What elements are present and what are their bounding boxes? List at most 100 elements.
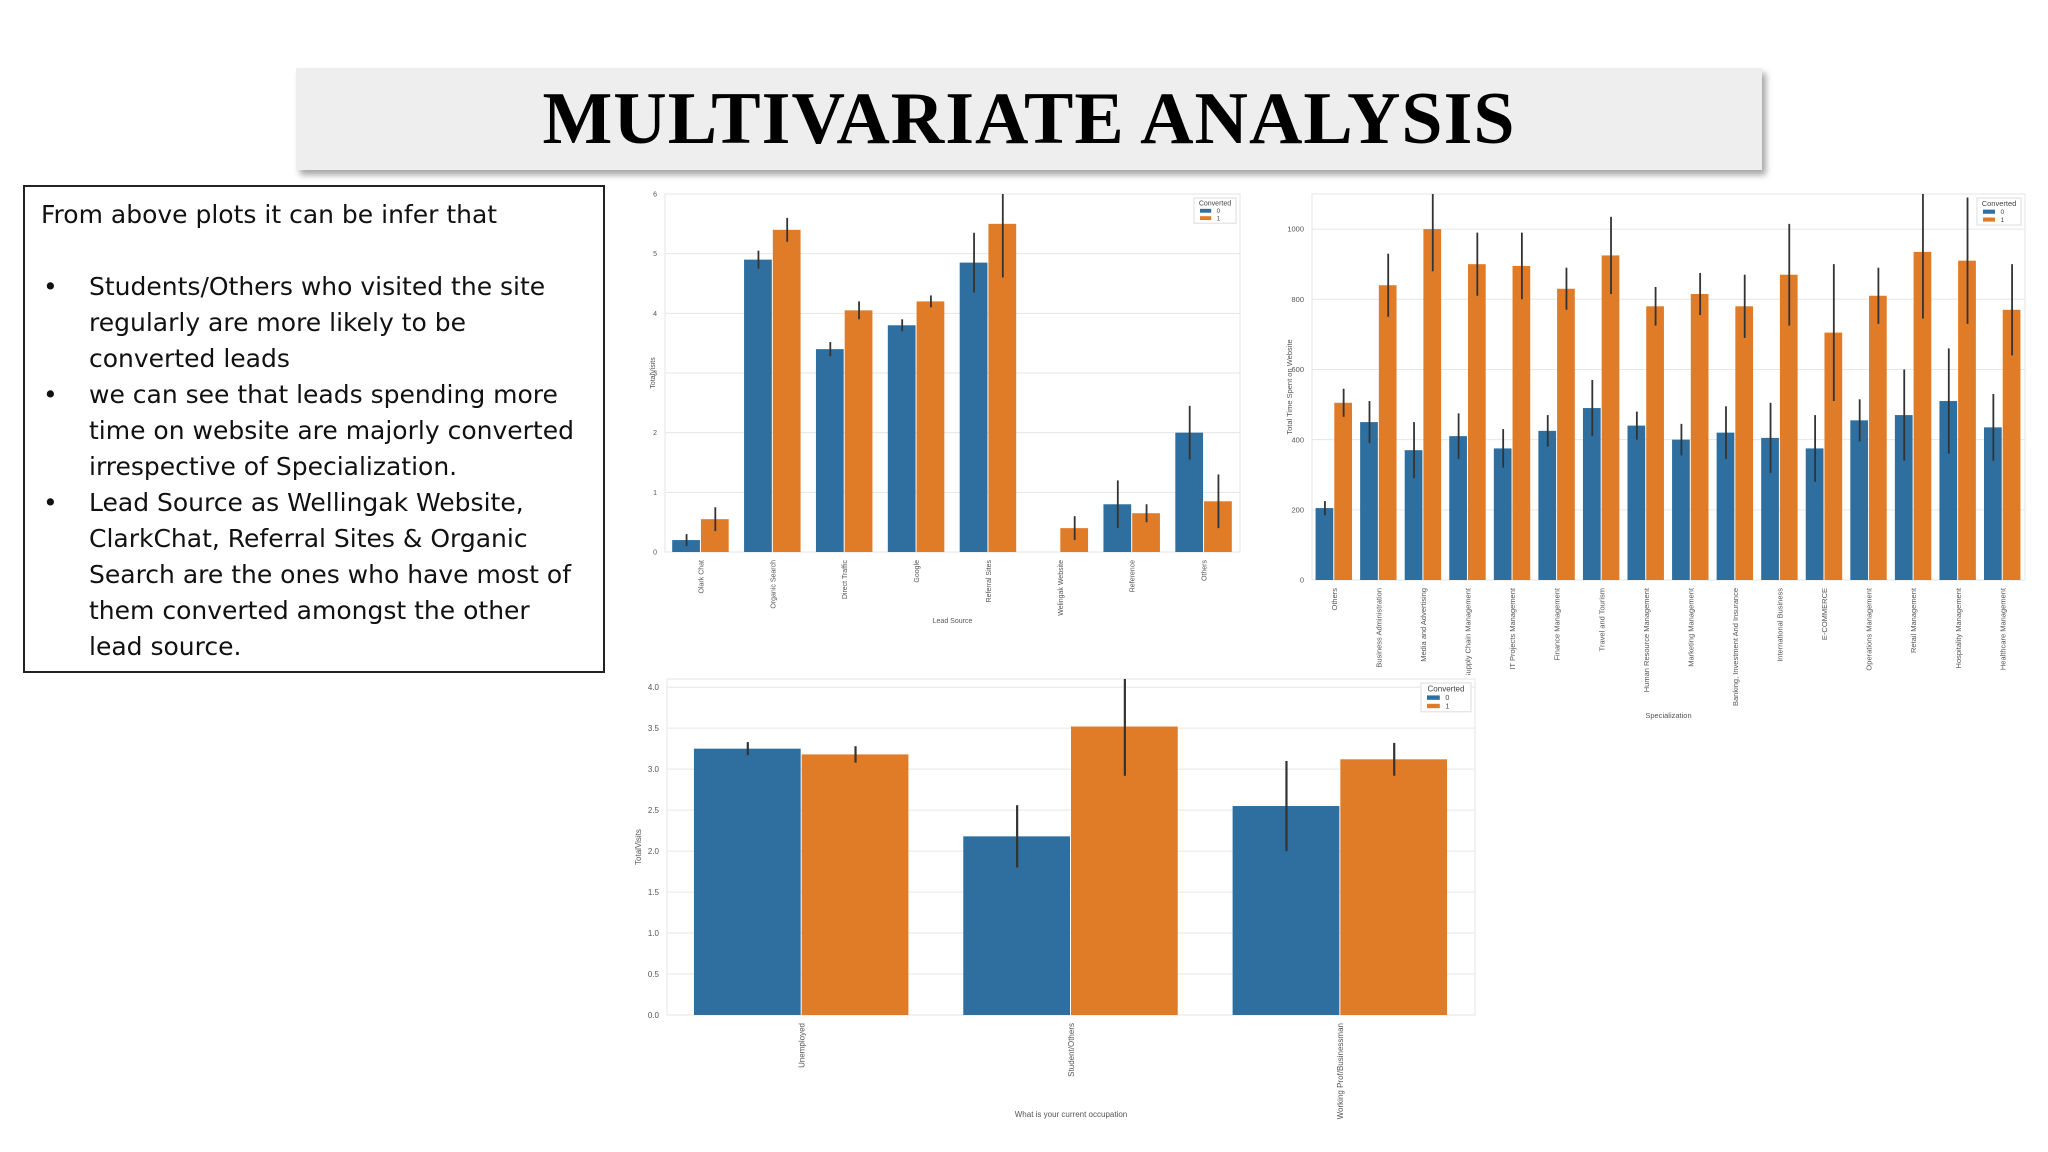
bar-series-0 (1805, 448, 1824, 580)
legend-label: 0 (2001, 209, 2005, 216)
x-tick-label: Organic Search (770, 560, 777, 609)
x-tick-label: Operations Management (1865, 587, 1874, 670)
observation-item: Students/Others who visited the site reg… (41, 269, 589, 377)
bar-series-0 (1716, 432, 1735, 580)
y-tick-label: 1.5 (648, 888, 660, 897)
legend-title: Converted (1982, 199, 2017, 208)
y-tick-label: 200 (1291, 505, 1304, 514)
y-tick-label: 3 (653, 370, 657, 377)
bar-series-0 (1939, 401, 1958, 580)
y-tick-label: 600 (1291, 365, 1304, 374)
specialization-chart-svg: 0 200 400 600 800 1000 Total Time Spent on Web… (1285, 193, 2026, 720)
bar-series-1 (1735, 306, 1754, 580)
legend-swatch-1 (1427, 703, 1440, 709)
x-tick-label: Google (914, 560, 921, 583)
bar-series-1 (1824, 332, 1843, 580)
x-tick-label: Olark Chat (698, 560, 705, 594)
x-tick-label: Retail Management (1909, 587, 1918, 653)
bar-series-0 (959, 262, 988, 552)
y-tick-label: 4 (653, 311, 657, 318)
x-tick-label: Others (1202, 560, 1209, 582)
occupation-chart-svg: 0.0 0.5 1.0 1.5 2.0 2.5 3.0 3.5 4.0 TotalVisits Un… (634, 678, 1476, 1119)
legend-title: Converted (1428, 684, 1465, 693)
bar-series-0 (1894, 415, 1913, 580)
bar-series-0 (1761, 437, 1779, 580)
x-tick-label: Referral Sites (986, 560, 993, 603)
bar-series-1 (1779, 274, 1798, 580)
bar-series-0 (1493, 448, 1512, 580)
y-tick-label: 1.0 (648, 929, 660, 938)
y-tick-label: 0 (653, 549, 657, 556)
observation-item: we can see that leads spending more time… (41, 377, 589, 485)
x-tick-label: Finance Management (1553, 587, 1562, 660)
legend-swatch-0 (1200, 208, 1212, 213)
x-tick-label: Banking, Investment And Insurance (1731, 588, 1740, 706)
x-axis-label: What is your current occupation (1015, 1110, 1128, 1119)
x-tick-label: Business Administration (1374, 588, 1383, 668)
x-tick-label: Supply Chain Management (1464, 587, 1473, 678)
legend-swatch-1 (1983, 217, 1995, 222)
bar-series-1 (2002, 309, 2021, 580)
y-tick-label: 1 (653, 490, 657, 497)
bar-series-1 (988, 223, 1017, 553)
x-tick-label: Welingak Website (1058, 560, 1065, 616)
observations-box: From above plots it can be infer that St… (23, 185, 605, 673)
y-tick-label: 1000 (1287, 225, 1304, 234)
bar-series-0 (1404, 450, 1423, 580)
lead-source-chart: 0 1 2 3 4 5 6 TotalVisits Olark Chat Organic Sear… (645, 190, 1245, 630)
legend-label: 1 (2001, 217, 2005, 224)
bar-series-1 (1869, 295, 1887, 580)
occupation-chart: 0.0 0.5 1.0 1.5 2.0 2.5 3.0 3.5 4.0 TotalVisits Un… (625, 675, 1480, 1125)
bar-series-1 (1340, 759, 1448, 1015)
x-tick-label: IT Projects Management (1508, 587, 1517, 669)
bar-series-1 (1690, 294, 1709, 580)
bar-series-0 (744, 259, 772, 552)
bar-series-1 (1378, 285, 1397, 580)
x-tick-label: E-COMMERCE (1820, 588, 1829, 640)
bar-series-0 (887, 325, 916, 552)
x-tick-label: Working Prof/Businessman (1336, 1023, 1345, 1119)
specialization-chart: 0 200 400 600 800 1000 Total Time Spent on Web… (1280, 190, 2030, 720)
y-tick-label: 0.0 (648, 1011, 660, 1020)
bar-series-1 (1646, 306, 1664, 580)
bar-series-0 (1627, 425, 1646, 580)
bar-series-1 (1913, 251, 1932, 580)
legend-swatch-0 (1427, 695, 1440, 700)
y-tick-label: 5 (653, 251, 657, 258)
y-tick-label: 400 (1291, 435, 1304, 444)
x-tick-label: Student/Others (1067, 1023, 1076, 1077)
title-banner: MULTIVARIATE ANALYSIS (296, 68, 1762, 170)
legend-label: 0 (1217, 208, 1221, 215)
x-tick-label: Marketing Management (1686, 587, 1695, 667)
y-tick-label: 0 (1300, 576, 1304, 585)
bar-series-0 (1449, 436, 1467, 580)
y-tick-label: 2.0 (648, 847, 660, 856)
bar-series-0 (1984, 427, 2002, 580)
legend-swatch-0 (1983, 209, 1995, 214)
bar-series-1 (844, 310, 873, 552)
y-tick-label: 2.5 (648, 806, 660, 815)
y-tick-label: 3.5 (648, 724, 660, 733)
bar-series-0 (1672, 439, 1690, 580)
bar-series-1 (1512, 265, 1531, 580)
y-axis-label: Total Time Spent on Website (1285, 339, 1294, 434)
y-tick-label: 4.0 (648, 683, 660, 692)
intro-text: From above plots it can be infer that (41, 200, 498, 229)
bar-series-1 (1423, 229, 1442, 580)
bar-series-1 (1958, 260, 1976, 580)
x-axis-label: Specialization (1645, 711, 1691, 720)
bar-series-1 (1334, 402, 1352, 580)
x-tick-label: Others (1330, 588, 1339, 611)
bar-series-1 (772, 229, 801, 553)
legend-label: 1 (1445, 702, 1449, 711)
x-tick-label: Unemployed (797, 1023, 806, 1068)
y-tick-label: 6 (653, 191, 657, 198)
bar-series-0 (1315, 508, 1334, 580)
y-tick-label: 0.5 (648, 970, 660, 979)
y-tick-label: 800 (1291, 295, 1304, 304)
bar-series-0 (1850, 420, 1869, 580)
observation-item: Lead Source as Wellingak Website, ClarkC… (41, 485, 589, 665)
y-axis-label: TotalVisits (634, 829, 643, 865)
bar-series-1 (1557, 288, 1575, 580)
